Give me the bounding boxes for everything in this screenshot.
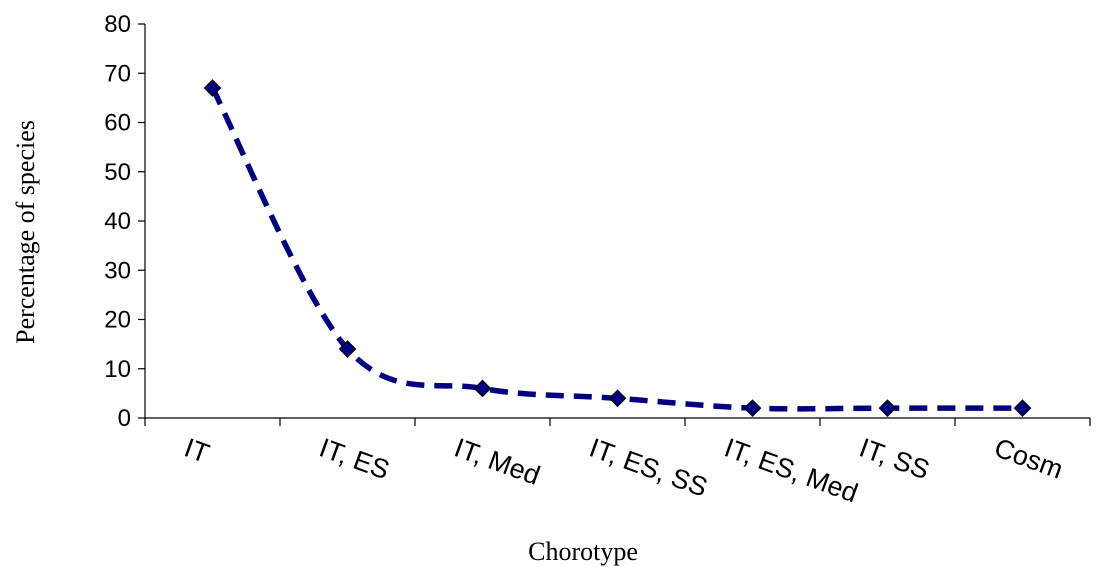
y-tick-label: 50 [104, 159, 131, 186]
category-labels: IT IT, ES IT, Med IT, ES, SS IT, ES, MedIT, … [180, 432, 1067, 508]
y-tick-label: 60 [104, 110, 131, 137]
data-point-marker [878, 399, 897, 417]
data-point-marker [473, 379, 492, 398]
data-point-marker [338, 340, 357, 358]
y-tick-label: 20 [104, 307, 131, 334]
axes [144, 24, 1090, 419]
x-axis-ticks [144, 418, 1091, 426]
x-category-label: Cosm [990, 432, 1067, 484]
y-tick-label: 30 [104, 257, 131, 284]
data-markers [203, 79, 1032, 417]
y-tick-label: 10 [104, 356, 131, 383]
data-point-marker [203, 79, 222, 97]
series-path [210, 86, 1023, 412]
y-tick-label: 40 [104, 208, 131, 235]
series-line [210, 86, 1023, 412]
x-category-label: IT, ES, SS [585, 432, 711, 502]
x-category-label: IT, SS [855, 432, 933, 485]
y-axis-ticks: 0 10 20 30 40 50 60 70 80 [104, 11, 145, 432]
data-point-marker [608, 389, 627, 408]
y-tick-label: 70 [104, 60, 131, 87]
y-tick-label: 0 [118, 405, 131, 432]
data-point-marker [743, 399, 762, 417]
data-point-marker [1013, 399, 1032, 417]
y-axis-title: Percentage of species [11, 120, 40, 344]
x-axis-title: Chorotype [528, 537, 638, 566]
x-category-label: IT, Med [450, 432, 543, 490]
x-category-label: IT, ES [315, 432, 393, 485]
x-category-label: IT, ES, Med [720, 432, 861, 508]
y-tick-label: 80 [104, 11, 131, 38]
x-category-label: IT [180, 432, 213, 468]
